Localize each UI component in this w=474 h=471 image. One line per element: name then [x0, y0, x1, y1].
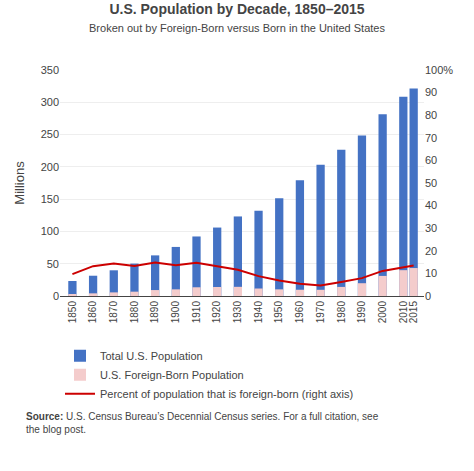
- svg-text:1850: 1850: [67, 301, 78, 324]
- svg-text:300: 300: [41, 96, 59, 108]
- svg-text:2000: 2000: [377, 301, 388, 324]
- svg-text:2015: 2015: [408, 301, 419, 324]
- svg-text:50: 50: [425, 177, 437, 189]
- svg-text:Total U.S. Population: Total U.S. Population: [100, 350, 203, 362]
- svg-text:50: 50: [47, 258, 59, 270]
- svg-text:70: 70: [425, 132, 437, 144]
- svg-text:1890: 1890: [149, 301, 160, 324]
- svg-text:40: 40: [425, 199, 437, 211]
- svg-text:1940: 1940: [253, 301, 264, 324]
- svg-text:100: 100: [41, 225, 59, 237]
- svg-text:1990: 1990: [356, 301, 367, 324]
- svg-text:80: 80: [425, 109, 437, 121]
- svg-text:1870: 1870: [108, 301, 119, 324]
- svg-text:2010: 2010: [398, 301, 409, 324]
- svg-text:1980: 1980: [336, 301, 347, 324]
- svg-text:1860: 1860: [87, 301, 98, 324]
- svg-text:200: 200: [41, 161, 59, 173]
- svg-text:1920: 1920: [211, 301, 222, 324]
- svg-text:1960: 1960: [294, 301, 305, 324]
- svg-text:10: 10: [425, 267, 437, 279]
- svg-text:Millions: Millions: [12, 161, 27, 205]
- svg-text:1880: 1880: [129, 301, 140, 324]
- svg-text:250: 250: [41, 128, 59, 140]
- svg-text:350: 350: [41, 64, 59, 76]
- svg-text:150: 150: [41, 193, 59, 205]
- svg-text:0: 0: [425, 290, 431, 302]
- svg-text:1930: 1930: [232, 301, 243, 324]
- svg-text:1900: 1900: [170, 301, 181, 324]
- svg-text:1910: 1910: [191, 301, 202, 324]
- svg-text:U.S. Foreign-Born Population: U.S. Foreign-Born Population: [100, 369, 244, 381]
- svg-text:30: 30: [425, 222, 437, 234]
- svg-text:100%: 100%: [425, 64, 453, 76]
- svg-text:U.S. Population by Decade, 185: U.S. Population by Decade, 1850–2015Brok…: [89, 1, 385, 34]
- svg-text:90: 90: [425, 86, 437, 98]
- svg-text:0: 0: [53, 290, 59, 302]
- svg-text:Source: U.S. Census Bureau’s D: Source: U.S. Census Bureau’s Decennial C…: [26, 411, 379, 435]
- svg-text:1970: 1970: [315, 301, 326, 324]
- svg-text:60: 60: [425, 154, 437, 166]
- svg-text:Percent of population that is: Percent of population that is foreign-bo…: [100, 388, 353, 400]
- svg-text:20: 20: [425, 245, 437, 257]
- svg-text:1950: 1950: [273, 301, 284, 324]
